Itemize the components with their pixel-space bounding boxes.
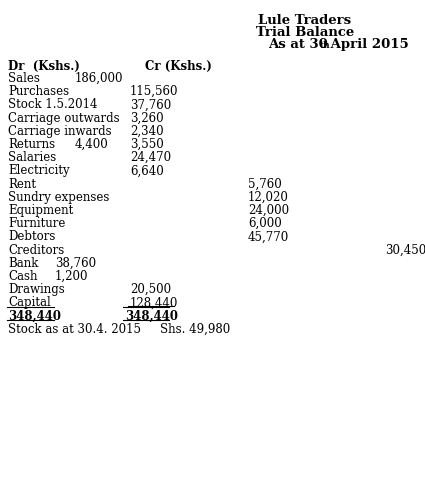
Text: Sundry expenses: Sundry expenses [8,190,109,203]
Text: Cash: Cash [8,269,37,283]
Text: Carriage outwards: Carriage outwards [8,111,119,124]
Text: Lule Traders: Lule Traders [258,14,351,27]
Text: 186,000: 186,000 [75,72,124,85]
Text: 38,760: 38,760 [55,256,96,269]
Text: As at 30: As at 30 [268,38,328,51]
Text: April 2015: April 2015 [326,38,409,51]
Text: 3,260: 3,260 [130,111,164,124]
Text: Bank: Bank [8,256,38,269]
Text: Equipment: Equipment [8,203,73,217]
Text: 20,500: 20,500 [130,283,171,296]
Text: Carriage inwards: Carriage inwards [8,124,112,138]
Text: 30,450: 30,450 [385,243,425,256]
Text: Purchases: Purchases [8,85,69,98]
Text: Creditors: Creditors [8,243,64,256]
Text: 115,560: 115,560 [130,85,178,98]
Text: Stock as at 30.4. 2015: Stock as at 30.4. 2015 [8,322,141,335]
Text: 12,020: 12,020 [248,190,289,203]
Text: Rent: Rent [8,177,36,190]
Text: 3,550: 3,550 [130,138,164,151]
Text: Electricity: Electricity [8,164,70,177]
Text: Capital: Capital [8,296,51,309]
Text: Salaries: Salaries [8,151,56,164]
Text: 2,340: 2,340 [130,124,164,138]
Text: Returns: Returns [8,138,55,151]
Text: 6,000: 6,000 [248,217,282,230]
Text: Stock 1.5.2014: Stock 1.5.2014 [8,98,97,111]
Text: 1,200: 1,200 [55,269,88,283]
Text: Sales: Sales [8,72,40,85]
Text: 24,000: 24,000 [248,203,289,217]
Text: Shs. 49,980: Shs. 49,980 [160,322,230,335]
Text: Debtors: Debtors [8,230,55,243]
Text: Cr (Kshs.): Cr (Kshs.) [145,60,212,73]
Text: 24,470: 24,470 [130,151,171,164]
Text: 348,440: 348,440 [8,309,61,322]
Text: 348,440: 348,440 [125,309,178,322]
Text: 45,770: 45,770 [248,230,289,243]
Text: 37,760: 37,760 [130,98,171,111]
Text: th: th [320,41,331,50]
Text: 128,440: 128,440 [130,296,178,309]
Text: Dr  (Kshs.): Dr (Kshs.) [8,60,80,73]
Text: Trial Balance: Trial Balance [256,26,354,39]
Text: 5,760: 5,760 [248,177,282,190]
Text: Drawings: Drawings [8,283,65,296]
Text: 6,640: 6,640 [130,164,164,177]
Text: 4,400: 4,400 [75,138,109,151]
Text: Furniture: Furniture [8,217,65,230]
